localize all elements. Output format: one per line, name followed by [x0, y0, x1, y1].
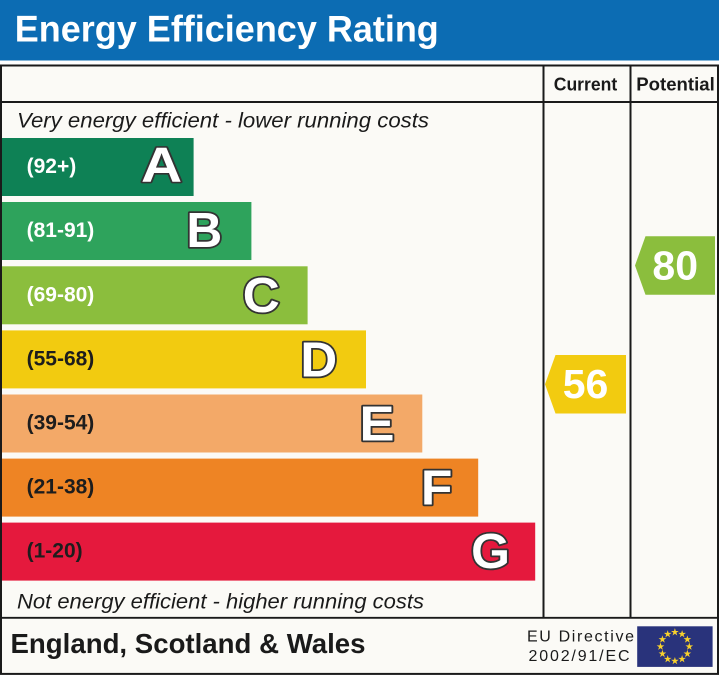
svg-text:F: F: [421, 460, 453, 516]
svg-text:Not energy efficient - higher: Not energy efficient - higher running co…: [17, 591, 425, 614]
svg-text:G: G: [471, 524, 510, 578]
svg-text:(39-54): (39-54): [27, 412, 95, 435]
svg-text:A: A: [141, 138, 182, 192]
svg-text:D: D: [300, 332, 337, 387]
svg-text:(1-20): (1-20): [27, 540, 83, 563]
svg-text:(55-68): (55-68): [27, 347, 95, 370]
svg-text:B: B: [186, 203, 222, 258]
svg-text:80: 80: [652, 243, 698, 289]
svg-text:56: 56: [563, 361, 609, 407]
svg-text:(81-91): (81-91): [27, 219, 95, 242]
svg-text:Potential: Potential: [636, 74, 715, 94]
svg-text:Very energy efficient - lower: Very energy efficient - lower running co…: [17, 110, 430, 133]
svg-text:(21-38): (21-38): [27, 476, 95, 499]
svg-text:EU Directive: EU Directive: [527, 628, 634, 645]
svg-text:Energy Efficiency Rating: Energy Efficiency Rating: [15, 9, 439, 50]
svg-text:C: C: [243, 268, 280, 323]
svg-text:Current: Current: [554, 74, 618, 94]
svg-text:2002/91/EC: 2002/91/EC: [529, 648, 630, 665]
svg-text:(69-80): (69-80): [27, 283, 95, 306]
svg-text:(92+): (92+): [27, 155, 77, 178]
svg-text:E: E: [359, 396, 394, 451]
svg-text:England, Scotland & Wales: England, Scotland & Wales: [11, 628, 366, 659]
